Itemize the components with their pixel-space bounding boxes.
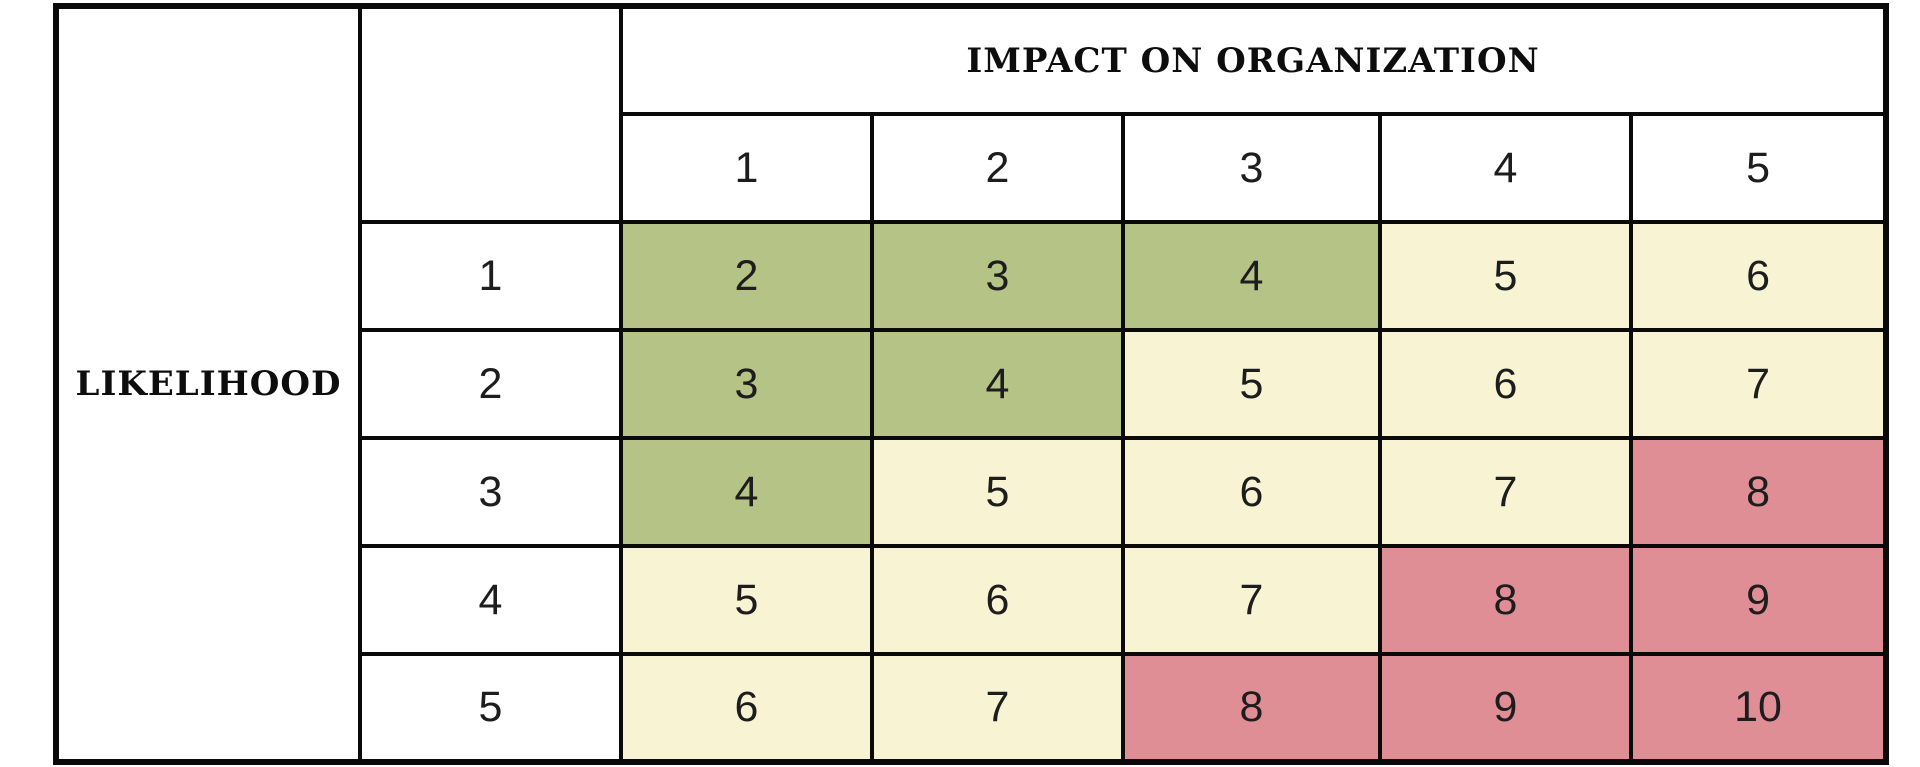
risk-score-cell: 6 [870,544,1125,656]
impact-level-header: 3 [1121,112,1382,224]
risk-score-cell: 4 [1121,220,1382,332]
risk-score-cell: 7 [870,652,1125,764]
risk-matrix-table: LIKELIHOOD IMPACT ON ORGANIZATION 1 2 3 … [53,3,1890,765]
impact-header-row: 1 2 3 4 5 [56,112,1889,224]
risk-score-cell: 6 [1121,436,1382,548]
risk-score-cell: 9 [1378,652,1633,764]
risk-score-cell: 7 [1628,328,1889,440]
risk-score-cell: 3 [619,328,874,440]
matrix-row: 2 3 4 5 6 7 [56,328,1889,440]
impact-level-header: 4 [1378,112,1633,224]
table-row: LIKELIHOOD IMPACT ON ORGANIZATION [54,4,1889,764]
matrix-row: 4 5 6 7 8 9 [56,544,1889,656]
risk-score-cell: 3 [870,220,1125,332]
risk-score-cell: 5 [1121,328,1382,440]
likelihood-level-header: 3 [358,436,623,548]
risk-score-cell: 5 [870,436,1125,548]
impact-level-header: 5 [1628,112,1889,224]
impact-level-header: 2 [870,112,1125,224]
risk-score-cell: 7 [1378,436,1633,548]
matrix-row: 1 2 3 4 5 6 [56,220,1889,332]
risk-score-cell: 8 [1121,652,1382,764]
risk-score-cell: 7 [1121,544,1382,656]
risk-score-cell: 4 [619,436,874,548]
risk-score-cell: 4 [870,328,1125,440]
risk-score-cell: 8 [1378,544,1633,656]
likelihood-level-header: 4 [358,544,623,656]
impact-axis-label: IMPACT ON ORGANIZATION [618,4,1889,116]
risk-score-cell: 9 [1628,544,1889,656]
risk-score-cell: 6 [619,652,874,764]
likelihood-level-header: 1 [358,220,623,332]
risk-score-cell: 6 [1628,220,1889,332]
risk-score-cell: 6 [1378,328,1633,440]
corner-spacer-cell [358,4,623,224]
risk-score-cell: 10 [1628,652,1889,764]
risk-score-cell: 8 [1628,436,1889,548]
likelihood-level-header: 5 [358,652,623,764]
risk-score-cell: 2 [619,220,874,332]
risk-score-cell: 5 [1378,220,1633,332]
likelihood-level-header: 2 [358,328,623,440]
likelihood-axis-label: LIKELIHOOD [54,4,362,764]
risk-score-cell: 5 [619,544,874,656]
matrix-row: 3 4 5 6 7 8 [56,436,1889,548]
impact-level-header: 1 [619,112,874,224]
matrix-row: 5 6 7 8 9 10 [56,652,1889,764]
